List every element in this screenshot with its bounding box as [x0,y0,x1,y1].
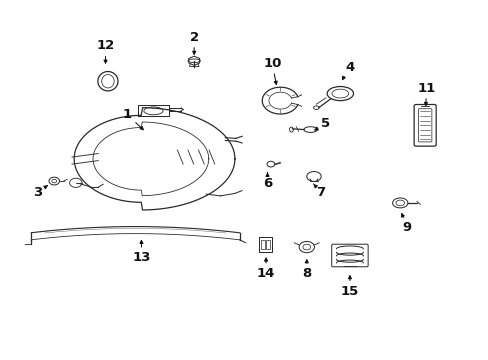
Text: 15: 15 [340,285,358,298]
Text: 4: 4 [345,60,354,73]
Text: 13: 13 [132,251,150,264]
Text: 11: 11 [417,82,435,95]
Bar [258,237,272,252]
Bar [261,240,264,249]
Text: 12: 12 [96,40,114,53]
Text: 8: 8 [302,267,311,280]
Text: 6: 6 [263,177,271,190]
Text: 10: 10 [263,57,281,70]
Text: 1: 1 [122,108,131,121]
Text: 14: 14 [256,267,275,280]
Text: 7: 7 [316,186,325,199]
Text: 3: 3 [33,186,42,199]
Text: 9: 9 [402,221,411,234]
Text: 2: 2 [189,31,198,44]
Bar [265,240,269,249]
Text: 5: 5 [321,117,330,130]
